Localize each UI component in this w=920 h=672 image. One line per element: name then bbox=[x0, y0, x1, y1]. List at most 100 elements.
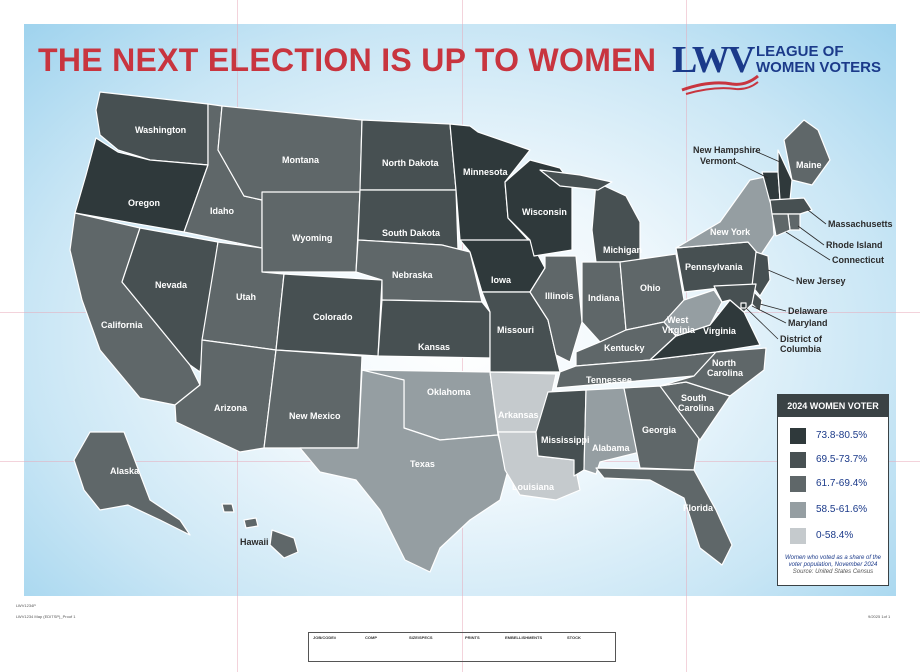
label-idaho: Idaho bbox=[210, 206, 235, 216]
legend-label: 0-58.4% bbox=[816, 530, 854, 541]
label-kansas: Kansas bbox=[418, 342, 450, 352]
state-NewYork[interactable] bbox=[675, 175, 775, 257]
label-virginia: Virginia bbox=[703, 326, 737, 336]
legend-title: 2024 WOMEN VOTER bbox=[778, 395, 888, 417]
footer-col: JOB/CODE# bbox=[313, 635, 337, 640]
label-north-dakota: North Dakota bbox=[382, 158, 439, 168]
state-NewMexico[interactable] bbox=[263, 349, 363, 449]
label-maine: Maine bbox=[796, 160, 822, 170]
label-delaware: Delaware bbox=[788, 306, 828, 316]
state-Montana[interactable] bbox=[217, 105, 363, 201]
label-michigan: Michigan bbox=[603, 245, 642, 255]
state-NorthCarolina[interactable] bbox=[659, 347, 767, 397]
state-Texas[interactable] bbox=[299, 369, 509, 573]
slug-left-top: LWV1234P bbox=[16, 603, 36, 608]
label-dc-1: District of bbox=[780, 334, 823, 344]
legend-label: 58.5-61.6% bbox=[816, 504, 868, 515]
label-nevada: Nevada bbox=[155, 280, 188, 290]
legend-note-text: Women who voted as a share of the voter … bbox=[784, 555, 882, 568]
leader-delaware bbox=[759, 303, 787, 312]
state-Virginia[interactable] bbox=[649, 299, 761, 361]
footer-col: COMP bbox=[365, 635, 377, 640]
label-florida: Florida bbox=[683, 503, 714, 513]
label-rhode-island: Rhode Island bbox=[826, 240, 883, 250]
legend-note: Women who voted as a share of the voter … bbox=[782, 555, 884, 576]
state-Illinois[interactable] bbox=[529, 255, 583, 363]
label-new-york: New York bbox=[710, 227, 751, 237]
legend-label: 61.7-69.4% bbox=[816, 478, 868, 489]
state-Hawaii[interactable] bbox=[221, 503, 299, 559]
logo-line-1: LEAGUE OF bbox=[756, 43, 844, 60]
poster-title: THE NEXT ELECTION IS UP TO WOMEN bbox=[38, 42, 657, 78]
label-missouri: Missouri bbox=[497, 325, 534, 335]
label-massachusetts: Massachusetts bbox=[828, 219, 893, 229]
state-Georgia[interactable] bbox=[623, 385, 701, 471]
label-oregon: Oregon bbox=[128, 198, 160, 208]
state-Wyoming[interactable] bbox=[261, 191, 361, 273]
leader-new-hampshire bbox=[754, 150, 781, 163]
state-Alaska[interactable] bbox=[73, 431, 191, 536]
label-hawaii: Hawaii bbox=[240, 537, 269, 547]
label-washington: Washington bbox=[135, 125, 186, 135]
label-colorado: Colorado bbox=[313, 312, 353, 322]
label-georgia: Georgia bbox=[642, 425, 677, 435]
label-arizona: Arizona bbox=[214, 403, 248, 413]
state-Nevada[interactable] bbox=[121, 227, 219, 373]
state-Florida[interactable] bbox=[595, 467, 733, 566]
label-illinois: Illinois bbox=[545, 291, 574, 301]
state-DC[interactable] bbox=[740, 302, 747, 309]
label-pennsylvania: Pennsylvania bbox=[685, 262, 744, 272]
label-south-carolina-2: Carolina bbox=[678, 403, 715, 413]
label-minnesota: Minnesota bbox=[463, 167, 508, 177]
label-north-carolina-2: Carolina bbox=[707, 368, 744, 378]
label-texas: Texas bbox=[410, 459, 435, 469]
lwv-logo-text: LEAGUE OF WOMEN VOTERS bbox=[756, 44, 881, 76]
state-Maine[interactable] bbox=[783, 119, 831, 186]
label-indiana: Indiana bbox=[588, 293, 620, 303]
lwv-logo[interactable]: LWV LEAGUE OF WOMEN VOTERS bbox=[672, 38, 892, 98]
leader-new-jersey bbox=[767, 269, 795, 282]
legend: 2024 WOMEN VOTER 73.8-80.5% 69.5-73.7% 6… bbox=[777, 394, 889, 586]
state-NewJersey[interactable] bbox=[751, 251, 771, 297]
legend-swatch bbox=[790, 502, 806, 518]
label-utah: Utah bbox=[236, 292, 256, 302]
label-vermont: Vermont bbox=[700, 156, 736, 166]
label-south-carolina-1: South bbox=[681, 393, 707, 403]
label-nebraska: Nebraska bbox=[392, 270, 434, 280]
state-Wisconsin[interactable] bbox=[504, 159, 573, 257]
leader-massachusetts bbox=[807, 209, 827, 225]
lwv-logo-mark: LWV bbox=[672, 39, 755, 81]
logo-line-2: WOMEN VOTERS bbox=[756, 59, 882, 76]
legend-swatch bbox=[790, 428, 806, 444]
label-dc-2: Columbia bbox=[780, 344, 822, 354]
label-wyoming: Wyoming bbox=[292, 233, 332, 243]
state-Massachusetts[interactable] bbox=[769, 197, 813, 215]
legend-label: 69.5-73.7% bbox=[816, 454, 868, 465]
print-spec-footer: JOB/CODE# COMP SIZE/SPECS PRINTS EMBELLI… bbox=[308, 632, 616, 662]
slug-right: 9/2025 1of 1 bbox=[868, 614, 891, 619]
slug-left: LWV1234 Map (EDITSP)_Proof 1 bbox=[16, 614, 76, 619]
label-west-virginia-2: Virginia bbox=[662, 325, 696, 335]
state-NorthDakota[interactable] bbox=[359, 119, 457, 191]
footer-col: STOCK bbox=[567, 635, 581, 640]
label-ohio: Ohio bbox=[640, 283, 661, 293]
label-oklahoma: Oklahoma bbox=[427, 387, 472, 397]
label-south-dakota: South Dakota bbox=[382, 228, 441, 238]
state-Connecticut[interactable] bbox=[771, 213, 791, 237]
label-alaska: Alaska bbox=[110, 466, 140, 476]
legend-swatch bbox=[790, 528, 806, 544]
leader-vermont bbox=[735, 161, 769, 179]
legend-label: 73.8-80.5% bbox=[816, 430, 868, 441]
label-montana: Montana bbox=[282, 155, 320, 165]
state-Michigan-up[interactable] bbox=[539, 169, 613, 191]
label-tennessee: Tennessee bbox=[586, 375, 632, 385]
label-louisiana: Louisiana bbox=[512, 482, 555, 492]
label-alabama: Alabama bbox=[592, 443, 631, 453]
label-new-mexico: New Mexico bbox=[289, 411, 341, 421]
label-arkansas: Arkansas bbox=[498, 410, 539, 420]
leader-dc bbox=[745, 307, 779, 340]
legend-swatch bbox=[790, 452, 806, 468]
legend-source: Source: United States Census bbox=[792, 569, 874, 575]
leader-maryland bbox=[751, 305, 787, 324]
